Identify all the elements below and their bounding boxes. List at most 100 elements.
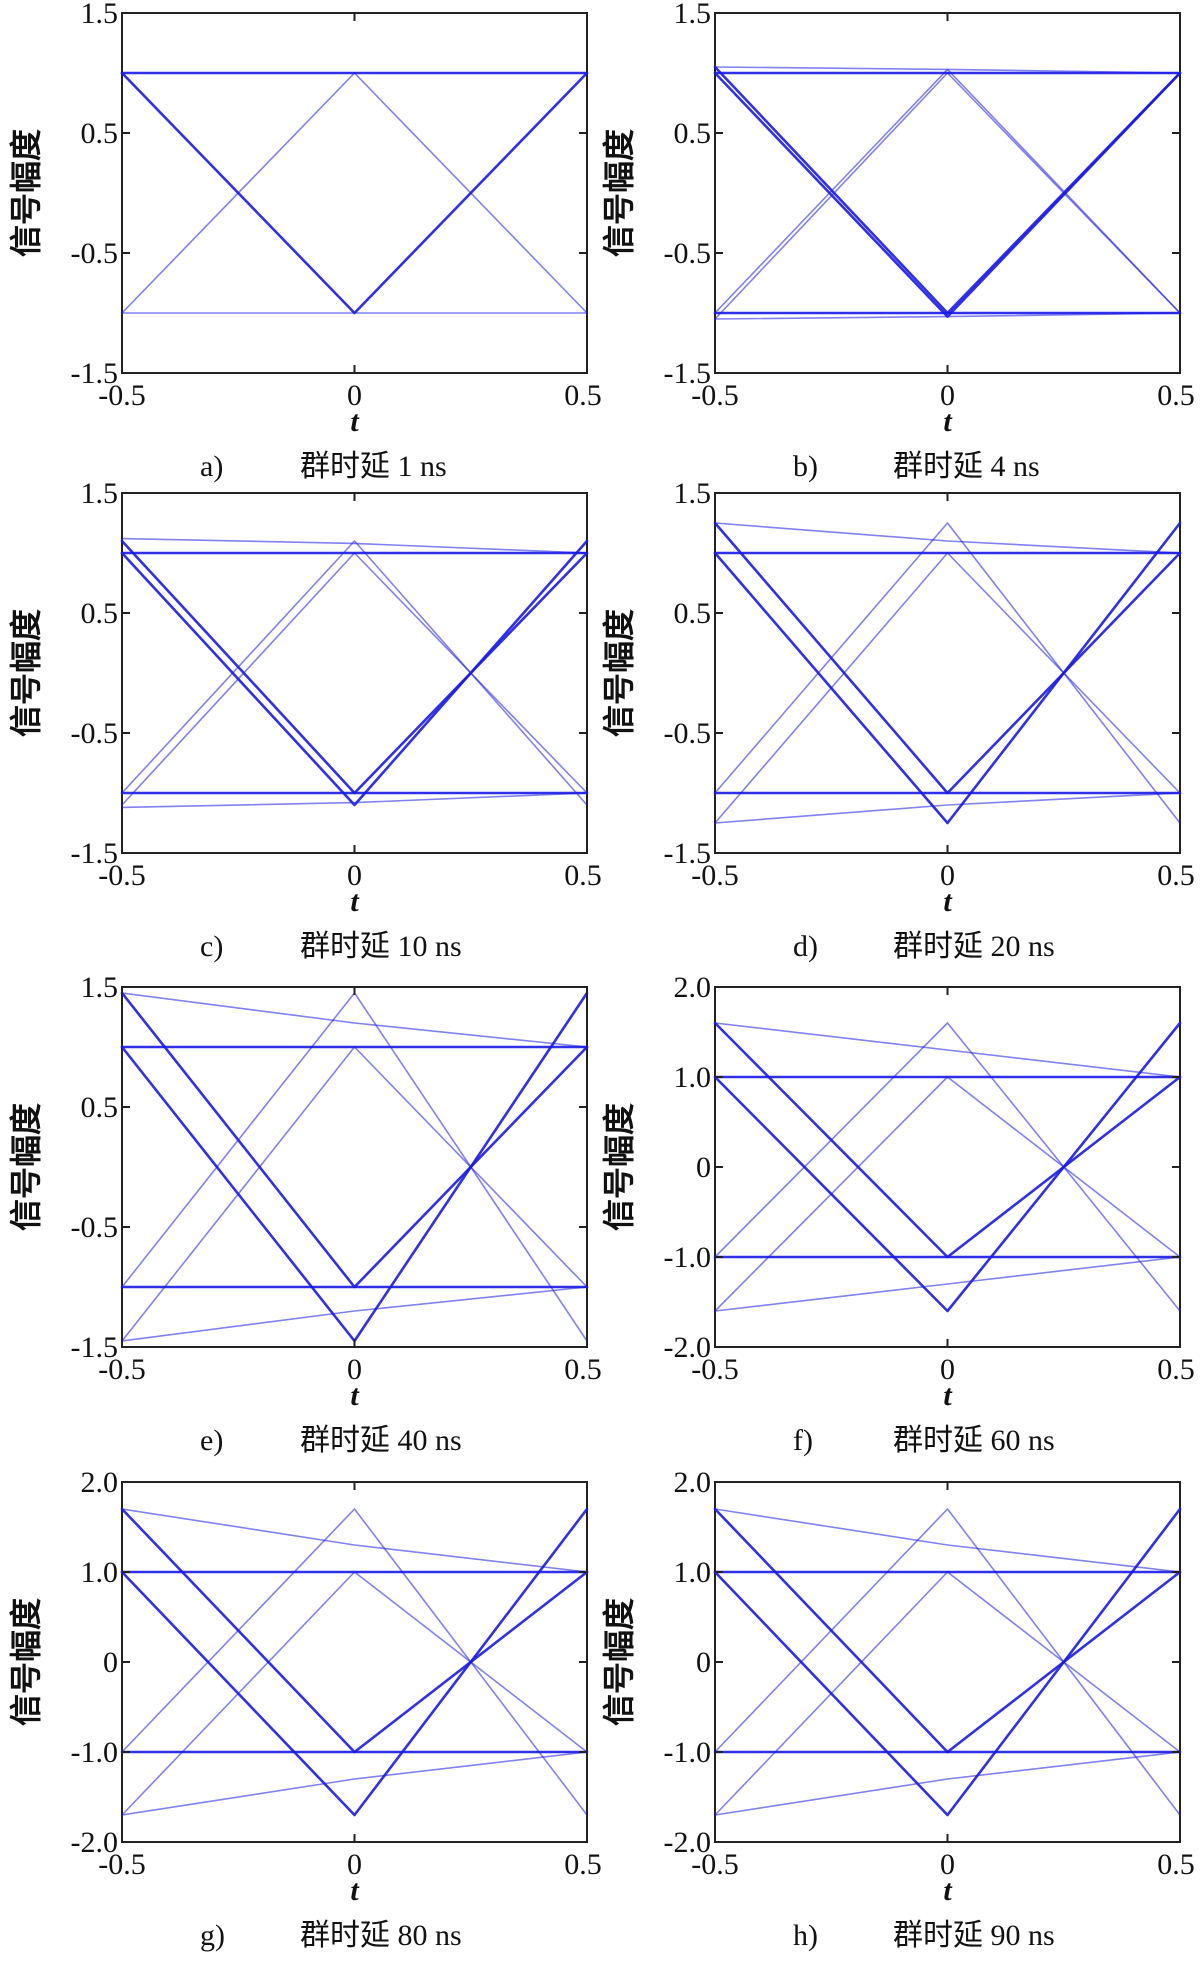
x-axis-label: t xyxy=(350,885,360,918)
x-tick-label: 0.5 xyxy=(564,1353,602,1386)
x-axis-label: t xyxy=(943,405,953,438)
y-tick-label: -1.0 xyxy=(664,1241,712,1274)
x-tick-label: 0.5 xyxy=(1157,1848,1195,1881)
y-tick-label: -1.5 xyxy=(71,1331,119,1364)
panel-caption-label: f) xyxy=(793,1424,813,1457)
y-axis-label: 信号幅度 xyxy=(600,609,638,737)
x-tick-label: -0.5 xyxy=(98,859,146,892)
x-tick-label: 0 xyxy=(347,1848,362,1881)
panel-caption-label: h) xyxy=(793,1919,818,1952)
eye-trace xyxy=(714,1751,1181,1816)
x-tick-label: 0 xyxy=(940,1848,955,1881)
eye-trace xyxy=(713,521,1182,825)
panel-g: 2.0 1.0 0 -1.0 -2.0-0.5 0 0.5 t 信号幅度 g) 群时延 80 ns xyxy=(7,1466,602,1952)
eye-trace xyxy=(714,522,1181,554)
panel-caption-text: 群时延 4 ns xyxy=(893,450,1040,483)
panel-caption-text: 群时延 40 ns xyxy=(300,1424,462,1457)
eye-trace xyxy=(714,522,1181,824)
x-tick-label: 0.5 xyxy=(1157,379,1195,412)
eye-trace xyxy=(714,1508,1181,1816)
eye-trace xyxy=(121,1571,588,1816)
y-tick-label: 0 xyxy=(696,1646,711,1679)
x-tick-label: 0 xyxy=(940,379,955,412)
plot-frame xyxy=(121,986,588,1348)
y-tick-label: 0.5 xyxy=(81,117,119,150)
eye-trace xyxy=(121,1508,588,1816)
eye-trace xyxy=(120,991,589,1289)
y-tick-label: -0.5 xyxy=(664,717,712,750)
panel-caption-label: a) xyxy=(200,450,223,483)
x-axis-label: t xyxy=(943,885,953,918)
x-tick-label: 0.5 xyxy=(564,379,602,412)
y-tick-label: -1.5 xyxy=(71,357,119,390)
eye-trace xyxy=(121,992,588,1342)
eye-trace xyxy=(714,552,1181,824)
eye-trace xyxy=(121,1046,588,1342)
eye-trace xyxy=(121,1286,588,1342)
x-tick-label: 0.5 xyxy=(564,1848,602,1881)
x-axis-label: t xyxy=(350,1379,360,1412)
y-axis-label: 信号幅度 xyxy=(600,1103,638,1231)
panel-caption-label: g) xyxy=(200,1919,225,1952)
y-tick-label: -0.5 xyxy=(71,1211,119,1244)
x-tick-label: 0.5 xyxy=(1157,1353,1195,1386)
plot-frame xyxy=(714,986,1181,1348)
eye-trace xyxy=(121,537,588,554)
y-tick-label: -0.5 xyxy=(664,237,712,270)
y-tick-label: 1.0 xyxy=(674,1061,712,1094)
x-tick-label: -0.5 xyxy=(98,1848,146,1881)
x-tick-label: 0 xyxy=(347,859,362,892)
plot-frame xyxy=(121,492,588,854)
y-tick-label: 2.0 xyxy=(81,1466,119,1499)
eye-trace xyxy=(120,539,589,807)
panel-caption-text: 群时延 60 ns xyxy=(893,1424,1055,1457)
x-tick-label: -0.5 xyxy=(691,859,739,892)
y-axis-label: 信号幅度 xyxy=(7,1598,45,1726)
eye-trace xyxy=(714,1256,1181,1312)
eye-trace xyxy=(714,792,1181,824)
eye-trace xyxy=(120,1507,589,1754)
y-tick-label: 0.5 xyxy=(81,597,119,630)
eye-trace xyxy=(120,991,589,1343)
x-tick-label: 0 xyxy=(347,1353,362,1386)
x-tick-label: -0.5 xyxy=(98,379,146,412)
y-tick-label: -0.5 xyxy=(71,237,119,270)
y-tick-label: -2.0 xyxy=(71,1826,119,1859)
eye-trace xyxy=(714,1508,1181,1573)
panel-caption-text: 群时延 1 ns xyxy=(300,450,447,483)
eye-trace xyxy=(121,992,588,1048)
x-tick-label: -0.5 xyxy=(98,1353,146,1386)
eye-trace xyxy=(713,71,1182,318)
eye-trace xyxy=(714,1022,1181,1078)
y-tick-label: 1.5 xyxy=(674,0,712,30)
eye-trace xyxy=(713,521,1182,795)
y-tick-label: 1.5 xyxy=(81,477,119,510)
y-tick-label: -1.5 xyxy=(664,837,712,870)
y-tick-label: -1.5 xyxy=(664,357,712,390)
y-tick-label: 1.5 xyxy=(81,971,119,1004)
eye-trace xyxy=(121,540,588,806)
panel-caption-label: e) xyxy=(200,1424,223,1457)
panel-f: 2.0 1.0 0 -1.0 -2.0-0.5 0 0.5 t 信号幅度 f) 群时延 60 ns xyxy=(600,971,1195,1457)
panel-caption-label: b) xyxy=(793,450,818,483)
x-tick-label: 0 xyxy=(940,859,955,892)
y-tick-label: 1.0 xyxy=(674,1556,712,1589)
plot-frame xyxy=(121,1481,588,1843)
y-axis-label: 信号幅度 xyxy=(600,1598,638,1726)
y-tick-label: -1.5 xyxy=(71,837,119,870)
y-tick-label: 0.5 xyxy=(674,117,712,150)
y-tick-label: 2.0 xyxy=(674,971,712,1004)
x-axis-label: t xyxy=(350,405,360,438)
x-tick-label: -0.5 xyxy=(691,1353,739,1386)
panel-caption-text: 群时延 10 ns xyxy=(300,930,462,963)
eye-trace xyxy=(714,72,1181,320)
eye-trace xyxy=(121,1751,588,1816)
panel-caption-label: d) xyxy=(793,930,818,963)
y-tick-label: 0 xyxy=(696,1151,711,1184)
eye-trace xyxy=(120,539,589,795)
x-tick-label: 0.5 xyxy=(564,859,602,892)
